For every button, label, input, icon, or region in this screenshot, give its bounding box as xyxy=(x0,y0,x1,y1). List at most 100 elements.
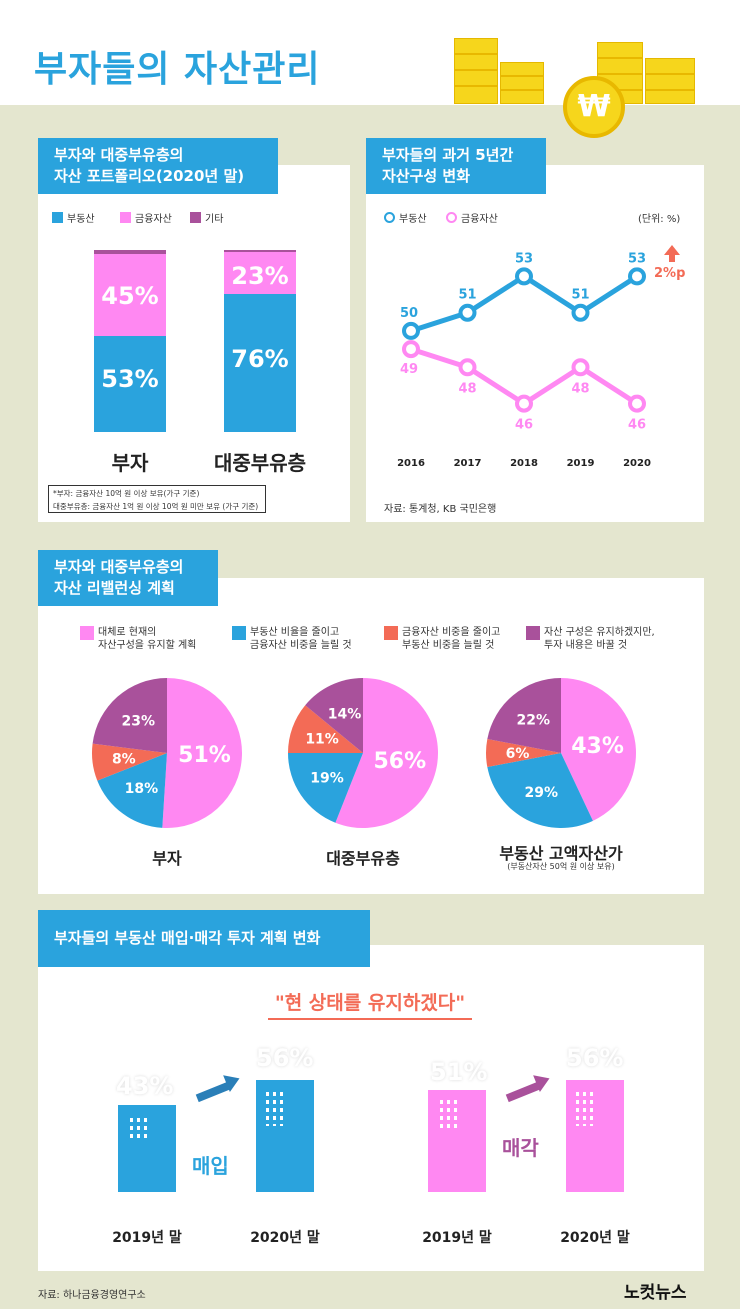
action-sell-label: 매각 xyxy=(502,1136,539,1160)
pie-slice-label: 29% xyxy=(524,785,558,801)
pie-slice-label: 11% xyxy=(305,731,339,747)
bar-segment-real-estate xyxy=(94,335,166,432)
pie-slice xyxy=(486,738,561,768)
bar-segment-other xyxy=(224,250,296,252)
data-label: 49 xyxy=(400,362,418,377)
data-point xyxy=(458,303,477,322)
pie-slice-label: 18% xyxy=(125,781,159,797)
building-windows xyxy=(576,1092,596,1126)
legend-line-real-estate: 부동산 xyxy=(384,210,427,225)
up-arrow-icon-stem xyxy=(669,254,675,262)
data-point xyxy=(458,358,477,377)
unit-label: (단위: %) xyxy=(638,214,681,225)
data-point xyxy=(515,394,533,413)
pie-real-estate-rich-sub: (부동산자산 50억 원 이상 보유) xyxy=(507,862,615,871)
bar-segment-financial xyxy=(224,251,296,294)
building-windows xyxy=(130,1118,150,1142)
data-label: 46 xyxy=(628,418,646,433)
pie-slice-label: 43% xyxy=(571,734,624,759)
pie-slice xyxy=(92,743,167,781)
legend-line-financial: 금융자산 xyxy=(446,210,498,225)
pie-slice xyxy=(487,753,593,828)
legend-change-content: 자산 구성은 유지하겠지만, 투자 내용은 바꿀 것 xyxy=(526,626,655,652)
footer-source: 자료: 하나금융경영연구소 xyxy=(38,1290,146,1301)
bar-rich-real-estate-label: 53% xyxy=(101,365,159,393)
x-tick-label: 2020 xyxy=(623,458,651,469)
data-point xyxy=(628,267,646,286)
legend-less-real-estate: 부동산 비율을 줄이고 금융자산 비중을 늘릴 것 xyxy=(232,626,352,652)
pie-slice xyxy=(335,678,438,828)
year-2019-sell: 2019년 말 xyxy=(422,1230,492,1246)
pie-slice xyxy=(162,678,242,828)
pie-slice-label: 19% xyxy=(310,770,344,786)
pie-mass-affluent: 56% 19% 11% 14% xyxy=(288,678,438,828)
bar-mass-financial-label: 23% xyxy=(231,262,289,290)
pie-slice xyxy=(487,678,561,753)
pie-slice-label: 14% xyxy=(328,707,362,723)
pie-slice xyxy=(561,678,636,821)
brand-logo: 노컷뉴스 xyxy=(624,1283,687,1303)
trend-title-line1: 부자들의 과거 5년간 xyxy=(382,146,514,164)
portfolio-title-line1: 부자와 대중부유층의 xyxy=(54,146,184,164)
building-2020-sell-pct: 56% xyxy=(566,1044,624,1072)
bar-mass-real-estate-label: 76% xyxy=(231,345,289,373)
definition-note-box: *부자: 금융자산 10억 원 이상 보유(가구 기준) 대중부유층: 금융자산… xyxy=(48,485,266,513)
pie-slice xyxy=(97,753,167,828)
year-2019-buy: 2019년 말 xyxy=(112,1230,182,1246)
data-label: 53 xyxy=(515,251,533,266)
rebalance-title: 부자와 대중부유층의 자산 리밸런싱 계획 xyxy=(38,550,218,606)
pie-slice xyxy=(92,678,167,753)
data-label: 48 xyxy=(571,381,589,396)
portfolio-panel xyxy=(38,165,350,522)
pie-slice-label: 51% xyxy=(178,743,231,768)
data-label: 51 xyxy=(458,288,476,303)
pie-slice xyxy=(288,753,363,823)
rebalance-title-line1: 부자와 대중부유층의 xyxy=(54,558,184,576)
page-title: 부자들의 자산관리 xyxy=(34,49,321,90)
quote-title: "현 상태를 유지하겠다" xyxy=(274,992,466,1014)
legend-keep: 대체로 현재의 자산구성을 유지할 계획 xyxy=(80,626,196,652)
data-label: 46 xyxy=(515,418,533,433)
pie-slice-label: 23% xyxy=(121,713,155,729)
action-buy-label: 매입 xyxy=(192,1154,229,1178)
bar-segment-financial xyxy=(94,253,166,336)
x-tick-label: 2017 xyxy=(454,458,482,469)
won-coin-icon: ₩ xyxy=(563,76,625,138)
legend-less-financial: 금융자산 비중을 줄이고 부동산 비중을 늘릴 것 xyxy=(384,626,500,652)
trade-title: 부자들의 부동산 매입·매각 투자 계획 변화 xyxy=(38,910,370,967)
bar-segment-other xyxy=(94,250,166,254)
x-tick-label: 2018 xyxy=(510,458,538,469)
note-rich: *부자: 금융자산 10억 원 이상 보유(가구 기준) xyxy=(53,489,200,498)
bar-segment-real-estate xyxy=(224,293,296,432)
pie-slice-label: 6% xyxy=(506,746,530,762)
x-tick-label: 2016 xyxy=(397,458,425,469)
quote-underline xyxy=(268,1018,472,1020)
building-2020-buy-pct: 56% xyxy=(256,1044,314,1072)
note-mass: 대중부유층: 금융자산 1억 원 이상 10억 원 미만 보유 (가구 기준) xyxy=(53,502,259,511)
stacked-bar-mass-affluent xyxy=(224,250,296,432)
stacked-bar-rich xyxy=(94,250,166,432)
pie-real-estate-rich-label: 부동산 고액자산가 xyxy=(499,844,623,863)
data-point xyxy=(628,394,646,413)
trend-source: 자료: 통계청, KB 국민은행 xyxy=(384,504,497,515)
trend-panel xyxy=(366,165,704,522)
data-label: 48 xyxy=(458,381,476,396)
legend-other: 기타 xyxy=(190,210,223,225)
legend-real-estate: 부동산 xyxy=(52,210,95,225)
data-point xyxy=(402,321,420,340)
pie-slice-label: 22% xyxy=(517,712,551,728)
building-2019-buy-pct: 43% xyxy=(116,1072,174,1100)
line-chart: 50 51 53 51 53 49 48 46 48 46 2016 2017 2018 2019 2020 xyxy=(397,251,651,469)
bar-rich-financial-label: 45% xyxy=(101,282,159,310)
year-2020-sell: 2020년 말 xyxy=(560,1230,630,1246)
data-point xyxy=(571,303,590,322)
data-label: 50 xyxy=(400,306,418,321)
portfolio-title: 부자와 대중부유층의 자산 포트폴리오(2020년 말) xyxy=(38,138,278,194)
legend-financial: 금융자산 xyxy=(120,210,172,225)
building-windows xyxy=(266,1092,286,1126)
bar-rich-label: 부자 xyxy=(111,451,149,475)
data-point xyxy=(515,267,533,286)
building-2019-sell-pct: 51% xyxy=(430,1058,488,1086)
year-2020-buy: 2020년 말 xyxy=(250,1230,320,1246)
up-arrow-icon xyxy=(664,245,680,255)
